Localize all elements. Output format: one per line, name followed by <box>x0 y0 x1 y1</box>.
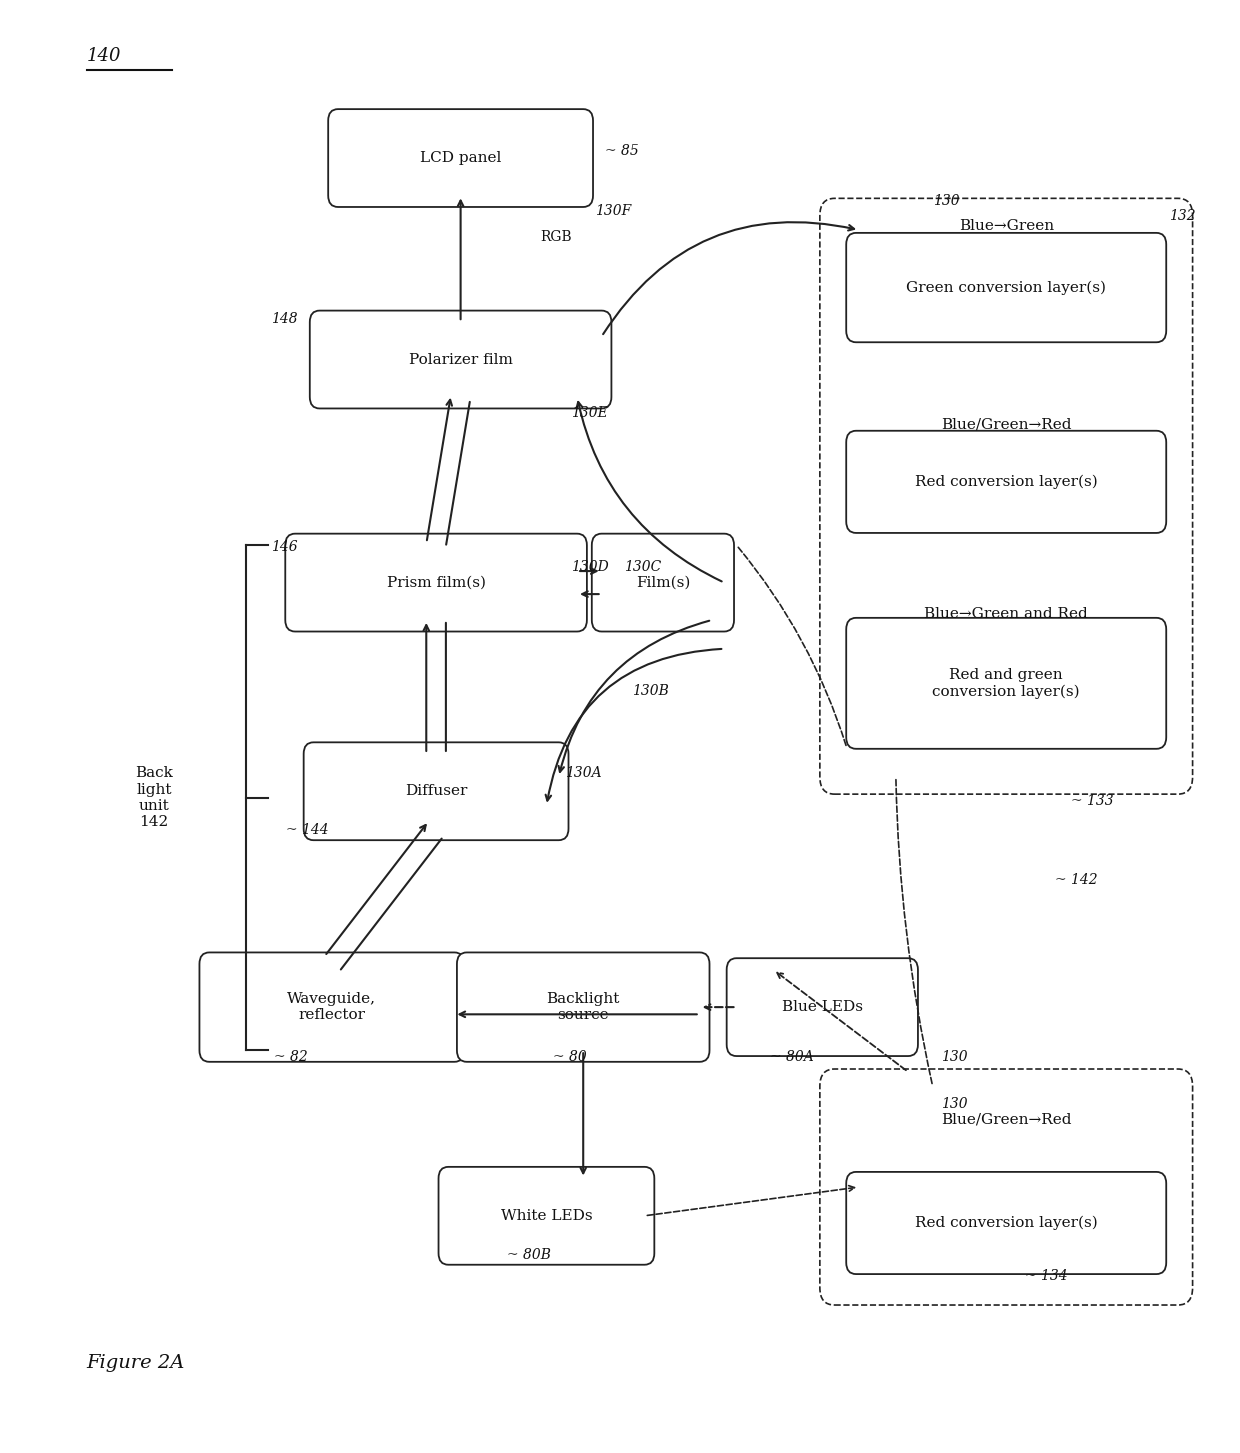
Text: LCD panel: LCD panel <box>420 151 501 166</box>
Text: ~ 85: ~ 85 <box>605 144 639 158</box>
Text: 130D: 130D <box>570 559 609 574</box>
Text: 130F: 130F <box>595 205 631 218</box>
FancyBboxPatch shape <box>820 199 1193 795</box>
Text: ~ 80A: ~ 80A <box>770 1051 813 1065</box>
Text: White LEDs: White LEDs <box>501 1209 593 1223</box>
Text: Figure 2A: Figure 2A <box>87 1354 185 1372</box>
Text: ~ 80B: ~ 80B <box>507 1248 552 1261</box>
Text: Blue→Green: Blue→Green <box>959 219 1054 232</box>
FancyBboxPatch shape <box>200 952 464 1062</box>
Text: ~ 133: ~ 133 <box>1071 795 1114 808</box>
Text: Diffuser: Diffuser <box>405 785 467 798</box>
FancyBboxPatch shape <box>310 311 611 408</box>
Text: Red conversion layer(s): Red conversion layer(s) <box>915 475 1097 490</box>
FancyBboxPatch shape <box>820 1069 1193 1305</box>
Text: 130A: 130A <box>565 766 601 780</box>
Text: 130: 130 <box>941 1097 968 1110</box>
FancyBboxPatch shape <box>846 430 1167 533</box>
Text: Red and green
conversion layer(s): Red and green conversion layer(s) <box>932 668 1080 699</box>
FancyBboxPatch shape <box>439 1167 655 1264</box>
Text: Prism film(s): Prism film(s) <box>387 575 486 590</box>
Text: ~ 82: ~ 82 <box>274 1051 308 1065</box>
Text: ~ 142: ~ 142 <box>1055 873 1097 888</box>
FancyBboxPatch shape <box>727 958 918 1056</box>
Text: 130E: 130E <box>570 405 608 420</box>
Text: Waveguide,
reflector: Waveguide, reflector <box>288 992 377 1023</box>
FancyBboxPatch shape <box>591 533 734 632</box>
Text: ~ 134: ~ 134 <box>1024 1270 1068 1283</box>
FancyBboxPatch shape <box>846 618 1167 748</box>
Text: 130C: 130C <box>624 559 661 574</box>
Text: 146: 146 <box>270 539 298 554</box>
Text: 130B: 130B <box>632 683 670 697</box>
Text: Blue→Green and Red: Blue→Green and Red <box>924 607 1089 622</box>
FancyBboxPatch shape <box>456 952 709 1062</box>
FancyBboxPatch shape <box>846 232 1167 343</box>
FancyBboxPatch shape <box>304 742 568 840</box>
Text: Blue/Green→Red: Blue/Green→Red <box>941 1113 1071 1126</box>
Text: 140: 140 <box>87 46 122 64</box>
Text: Blue LEDs: Blue LEDs <box>781 1000 863 1014</box>
FancyBboxPatch shape <box>285 533 587 632</box>
Text: RGB: RGB <box>541 230 572 244</box>
Text: 148: 148 <box>270 312 298 327</box>
Text: 132: 132 <box>1169 209 1195 222</box>
Text: ~ 80: ~ 80 <box>553 1051 587 1065</box>
Text: Blue/Green→Red: Blue/Green→Red <box>941 417 1071 432</box>
Text: Polarizer film: Polarizer film <box>409 353 512 366</box>
Text: Red conversion layer(s): Red conversion layer(s) <box>915 1216 1097 1231</box>
Text: Backlight
source: Backlight source <box>547 992 620 1023</box>
Text: ~ 144: ~ 144 <box>286 822 329 837</box>
Text: Green conversion layer(s): Green conversion layer(s) <box>906 280 1106 295</box>
Text: 130: 130 <box>941 1051 968 1065</box>
FancyBboxPatch shape <box>329 109 593 206</box>
Text: Back
light
unit
142: Back light unit 142 <box>135 766 174 830</box>
Text: Film(s): Film(s) <box>636 575 691 590</box>
FancyBboxPatch shape <box>846 1173 1167 1274</box>
Text: 130: 130 <box>932 195 960 208</box>
